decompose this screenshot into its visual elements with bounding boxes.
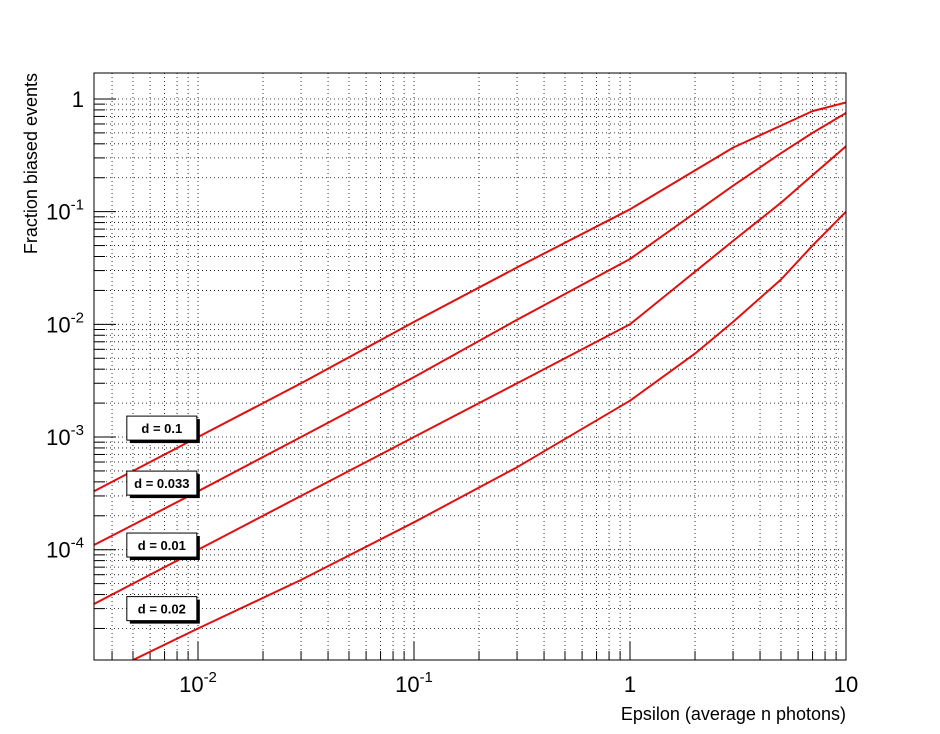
y-tick-label: 10-1 — [46, 197, 84, 225]
x-tick-label: 10 — [834, 672, 858, 697]
x-tick-labels: 10-2 10-1 1 10 — [179, 669, 858, 697]
label-box — [126, 415, 198, 441]
tick-label-base: 10 — [834, 672, 858, 697]
x-axis-title: Epsilon (average n photons) — [621, 704, 846, 724]
x-tick-label: 10-1 — [395, 669, 433, 697]
tick-label-exponent: -3 — [71, 422, 84, 439]
tick-label-exponent: -2 — [204, 669, 217, 686]
tick-label-base: 10 — [46, 312, 70, 337]
series-label: d = 0.01 — [138, 538, 186, 553]
tick-label-exponent: -4 — [71, 535, 84, 552]
label-box — [126, 532, 198, 558]
series-label: d = 0.02 — [138, 602, 186, 617]
x-tick-label: 1 — [624, 672, 636, 697]
y-tick-label: 1 — [72, 87, 84, 112]
series-line — [132, 210, 846, 660]
y-tick-label: 10-3 — [46, 422, 84, 450]
tick-label-exponent: -1 — [71, 197, 84, 214]
plot-frame — [93, 72, 847, 661]
series-label-boxes: d = 0.1 d = 0.033 d = 0.01 d = 0.02 — [126, 415, 200, 624]
y-axis-title: Fraction biased events — [21, 73, 41, 254]
y-tick-label: 10-4 — [46, 535, 84, 563]
series-line — [94, 112, 846, 546]
label-box — [126, 470, 198, 496]
tick-label-exponent: -2 — [71, 309, 84, 326]
x-tick-label: 10-2 — [179, 669, 217, 697]
tick-label-base: 10 — [46, 200, 70, 225]
tick-label-base: 10 — [46, 425, 70, 450]
series-lines — [94, 101, 846, 660]
label-box — [126, 596, 198, 622]
tick-label-base: 10 — [46, 538, 70, 563]
axis-ticks — [94, 98, 847, 660]
tick-label-base: 1 — [624, 672, 636, 697]
tick-label-base: 1 — [72, 87, 84, 112]
series-label: d = 0.033 — [134, 476, 189, 491]
y-tick-label: 10-2 — [46, 309, 84, 337]
series-line — [94, 145, 846, 605]
tick-label-base: 10 — [395, 672, 419, 697]
series-line — [94, 101, 846, 493]
tick-label-exponent: -1 — [420, 669, 433, 686]
grid — [94, 73, 846, 660]
tick-label-base: 10 — [179, 672, 203, 697]
y-tick-labels: 10-410-310-210-11 — [46, 87, 84, 563]
series-label: d = 0.1 — [141, 421, 182, 436]
